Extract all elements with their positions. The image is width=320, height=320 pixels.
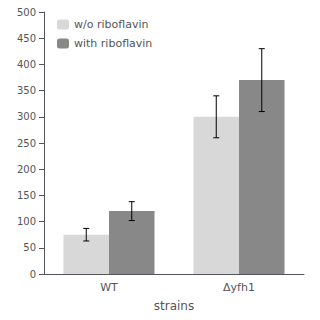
svg-text:200: 200 xyxy=(17,164,36,175)
svg-text:with riboflavin: with riboflavin xyxy=(74,37,152,50)
svg-text:150: 150 xyxy=(17,190,36,201)
svg-text:300: 300 xyxy=(17,111,36,122)
svg-text:250: 250 xyxy=(17,138,36,149)
svg-text:50: 50 xyxy=(23,242,36,253)
svg-text:400: 400 xyxy=(17,59,36,70)
svg-text:500: 500 xyxy=(17,7,36,18)
svg-text:100: 100 xyxy=(17,216,36,227)
svg-text:strains: strains xyxy=(154,299,194,313)
svg-text:450: 450 xyxy=(17,33,36,44)
svg-text:350: 350 xyxy=(17,85,36,96)
svg-text:w/o riboflavin: w/o riboflavin xyxy=(74,18,148,31)
svg-text:0: 0 xyxy=(30,269,36,280)
svg-text:Δyfh1: Δyfh1 xyxy=(223,281,255,294)
svg-text:WT: WT xyxy=(100,281,118,294)
